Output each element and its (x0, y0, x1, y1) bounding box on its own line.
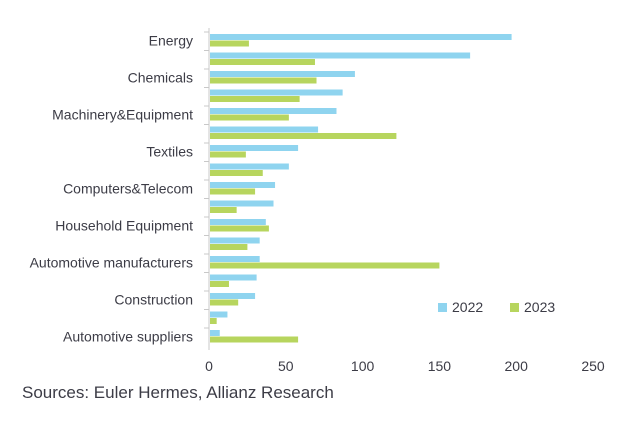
bar-2023 (210, 59, 315, 65)
x-tick-label: 0 (205, 358, 213, 374)
category-label: Automotive manufacturers (30, 255, 193, 271)
category-label: Energy (149, 33, 193, 49)
bar-2022 (210, 52, 471, 59)
bar-2022 (210, 256, 260, 262)
bar-2022 (210, 219, 266, 225)
legend-swatch-2022 (438, 303, 447, 312)
bar-2022 (210, 34, 512, 40)
legend-swatch-2023 (510, 303, 519, 312)
legend-label-2023: 2023 (524, 299, 555, 315)
bar-2023 (210, 114, 289, 121)
bar-2022 (210, 274, 257, 281)
bar-2023 (210, 40, 249, 47)
bar-2022 (210, 182, 276, 188)
category-label: Household Equipment (55, 218, 193, 234)
bar-2022 (210, 293, 256, 299)
bar-2022 (210, 237, 260, 244)
legend-label-2022: 2022 (452, 299, 483, 315)
x-tick-label: 250 (581, 358, 605, 374)
bar-2023 (210, 188, 256, 195)
category-label: Computers&Telecom (63, 181, 193, 197)
bar-2023 (210, 151, 246, 158)
bar-2023 (210, 281, 229, 287)
bar-2023 (210, 96, 300, 102)
bar-2023 (210, 207, 237, 213)
bar-2023 (210, 318, 217, 324)
bar-2023 (210, 244, 248, 250)
bar-2022 (210, 108, 337, 114)
x-tick-label: 200 (505, 358, 529, 374)
bar-chart: Energy Chemicals Machinery&Equipment Textil… (30, 28, 605, 374)
category-label: Textiles (146, 144, 193, 160)
bar-2022 (210, 126, 319, 133)
bar-2023 (210, 299, 239, 306)
category-label: Machinery&Equipment (52, 107, 193, 123)
category-label: Automotive suppliers (63, 329, 193, 345)
bar-2022 (210, 163, 289, 170)
bar-2023 (210, 170, 263, 176)
bar-2022 (210, 200, 274, 207)
x-tick-label: 150 (428, 358, 452, 374)
bar-2022 (210, 71, 355, 77)
bar-2023 (210, 133, 397, 139)
source-note: Sources: Euler Hermes, Allianz Research (22, 383, 334, 402)
x-tick-label: 50 (278, 358, 294, 374)
bar-2023 (210, 225, 269, 232)
bar-2022 (210, 311, 228, 318)
x-tick-label: 100 (351, 358, 375, 374)
category-label: Chemicals (128, 70, 193, 86)
bar-2022 (210, 145, 299, 151)
bar-2023 (210, 262, 440, 269)
bar-2023 (210, 77, 317, 84)
bar-2022 (210, 330, 220, 336)
bar-2022 (210, 89, 343, 96)
category-label: Construction (114, 292, 193, 308)
bar-2023 (210, 336, 299, 343)
